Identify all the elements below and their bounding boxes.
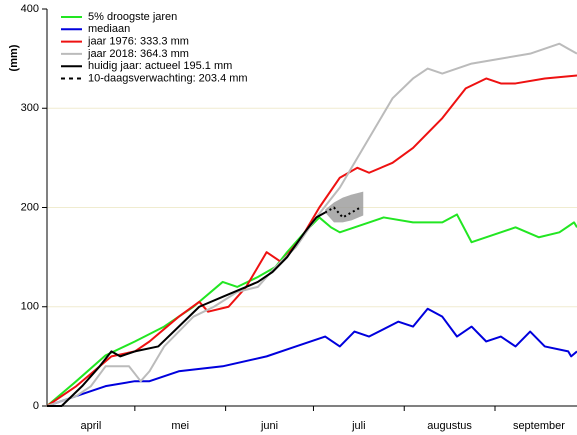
y-tick-label: 100 xyxy=(21,301,39,313)
series-line xyxy=(46,307,577,407)
series-line xyxy=(46,42,577,407)
y-tick-label: 400 xyxy=(21,3,39,15)
series-line xyxy=(324,206,361,219)
series-line xyxy=(46,213,577,407)
x-tick-label: augustus xyxy=(427,420,472,432)
series-line xyxy=(47,211,326,407)
y-tick-label: 300 xyxy=(21,102,39,114)
y-axis-label: (mm) xyxy=(8,44,20,71)
legend-label: mediaan xyxy=(88,23,130,35)
x-tick-label: juni xyxy=(260,420,278,432)
legend-label: huidig jaar: actueel 195.1 mm xyxy=(88,60,232,72)
y-tick-label: 200 xyxy=(21,201,39,213)
forecast-band xyxy=(325,191,364,223)
y-tick-label: 0 xyxy=(33,400,39,412)
series-line xyxy=(46,74,577,407)
x-tick-label: september xyxy=(513,420,565,432)
legend-label: 5% droogste jaren xyxy=(88,11,177,23)
legend-label: 10-daagsverwachting: 203.4 mm xyxy=(88,72,248,84)
legend-label: jaar 1976: 333.3 mm xyxy=(87,36,189,48)
x-tick-label: april xyxy=(81,420,102,432)
legend-label: jaar 2018: 364.3 mm xyxy=(87,48,189,60)
x-tick-label: juli xyxy=(351,420,365,432)
x-tick-label: mei xyxy=(171,420,189,432)
